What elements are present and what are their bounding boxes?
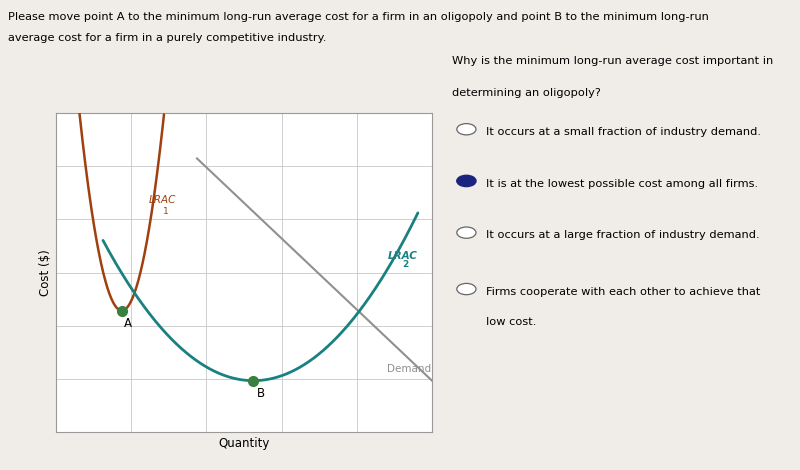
Text: 1: 1 (162, 207, 169, 216)
Text: LRAC: LRAC (387, 251, 418, 261)
Text: It is at the lowest possible cost among all firms.: It is at the lowest possible cost among … (486, 179, 758, 188)
Text: Please move point A to the minimum long-run average cost for a firm in an oligop: Please move point A to the minimum long-… (8, 12, 709, 22)
Text: It occurs at a small fraction of industry demand.: It occurs at a small fraction of industr… (486, 127, 761, 137)
Text: A: A (124, 317, 132, 330)
Text: average cost for a firm in a purely competitive industry.: average cost for a firm in a purely comp… (8, 33, 326, 43)
X-axis label: Quantity: Quantity (218, 437, 270, 450)
Text: Demand: Demand (387, 363, 431, 374)
Text: It occurs at a large fraction of industry demand.: It occurs at a large fraction of industr… (486, 230, 759, 240)
Text: B: B (257, 387, 266, 400)
Y-axis label: Cost ($): Cost ($) (39, 249, 52, 296)
Text: 2: 2 (402, 260, 408, 269)
Text: Firms cooperate with each other to achieve that: Firms cooperate with each other to achie… (486, 287, 760, 297)
Text: determining an oligopoly?: determining an oligopoly? (452, 88, 601, 98)
Text: LRAC: LRAC (149, 195, 176, 205)
Text: low cost.: low cost. (486, 317, 536, 327)
Text: Why is the minimum long-run average cost important in: Why is the minimum long-run average cost… (452, 56, 774, 66)
